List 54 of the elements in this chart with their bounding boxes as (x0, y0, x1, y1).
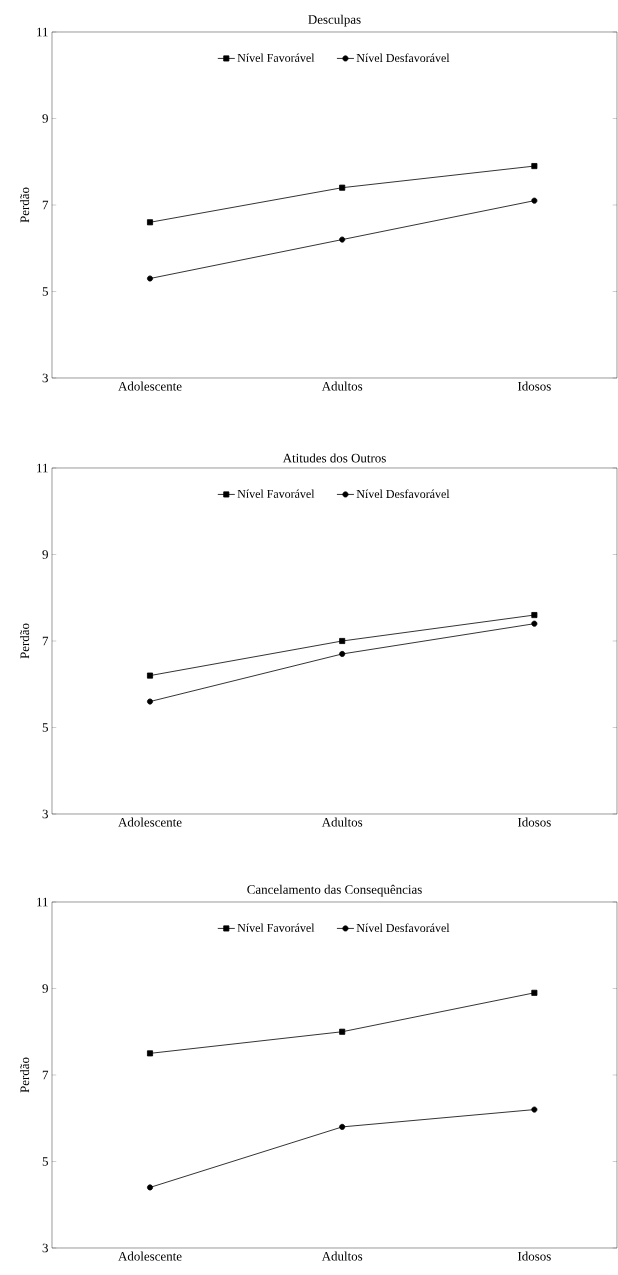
point (339, 1028, 346, 1035)
point (339, 236, 346, 243)
y-tick-label: 9 (42, 114, 48, 123)
y-tick-label: 7 (42, 200, 49, 210)
point (147, 672, 154, 679)
x-tick-label: Idosos (517, 381, 551, 391)
point (531, 989, 538, 996)
y-tick-label: 3 (42, 373, 48, 383)
legend-label: Nível Desfavorável (356, 489, 450, 499)
y-tick-label: 9 (42, 550, 48, 559)
y-tick-label: 5 (42, 287, 48, 296)
point (339, 650, 346, 657)
x-tick-label: Adolescente (118, 381, 182, 391)
point (147, 219, 154, 226)
x-tick-label: Adolescente (118, 817, 182, 827)
y-tick-label: 5 (42, 723, 48, 732)
point (339, 1123, 346, 1130)
y-tick-label: 3 (42, 809, 48, 819)
x-tick-label: Idosos (517, 1251, 551, 1261)
chart-title: Atitudes dos Outros (282, 453, 386, 463)
point (531, 612, 538, 619)
point (531, 163, 538, 170)
y-axis-title: Perdão (20, 187, 30, 223)
y-tick-label: 9 (42, 984, 48, 993)
legend-label: Nível Desfavorável (356, 53, 450, 62)
legend-label: Nível Favorável (237, 923, 315, 932)
y-tick-label: 11 (37, 27, 48, 37)
y-tick-label: 11 (37, 463, 48, 473)
point (147, 275, 154, 282)
legend-label: Nível Desfavorável (356, 923, 450, 933)
point (531, 620, 538, 627)
y-tick-label: 11 (37, 897, 48, 907)
y-tick-label: 7 (42, 1070, 49, 1080)
x-tick-label: Adolescente (118, 1251, 182, 1261)
x-tick-label: Adultos (321, 381, 363, 391)
point (147, 698, 154, 705)
point (531, 1106, 538, 1113)
x-tick-label: Idosos (517, 817, 551, 827)
chart-title: Cancelamento das Consequências (247, 884, 422, 897)
y-axis-title: Perdão (20, 623, 30, 659)
y-tick-label: 7 (42, 636, 49, 646)
legend-label: Nível Favorável (237, 489, 315, 498)
x-tick-label: Adultos (321, 817, 363, 827)
point (339, 637, 346, 644)
y-tick-label: 3 (42, 1243, 48, 1253)
legend-label: Nível Favorável (237, 53, 315, 62)
point (147, 1184, 154, 1191)
chart-title: Desculpas (308, 14, 361, 27)
y-tick-label: 5 (42, 1157, 48, 1166)
point (339, 184, 346, 191)
point (147, 1050, 154, 1057)
x-tick-label: Adultos (321, 1251, 363, 1261)
point (531, 197, 538, 204)
y-axis-title: Perdão (20, 1057, 30, 1093)
